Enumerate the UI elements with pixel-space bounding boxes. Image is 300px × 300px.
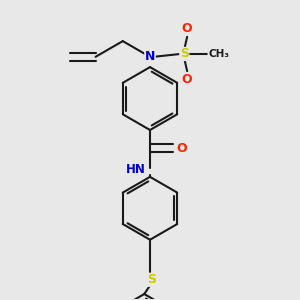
Text: O: O bbox=[176, 142, 187, 155]
Text: S: S bbox=[180, 47, 189, 61]
Text: CH₃: CH₃ bbox=[208, 49, 229, 59]
Text: O: O bbox=[182, 22, 193, 35]
Text: S: S bbox=[147, 273, 156, 286]
Text: N: N bbox=[145, 50, 155, 63]
Text: O: O bbox=[182, 73, 193, 86]
Text: HN: HN bbox=[126, 163, 146, 176]
